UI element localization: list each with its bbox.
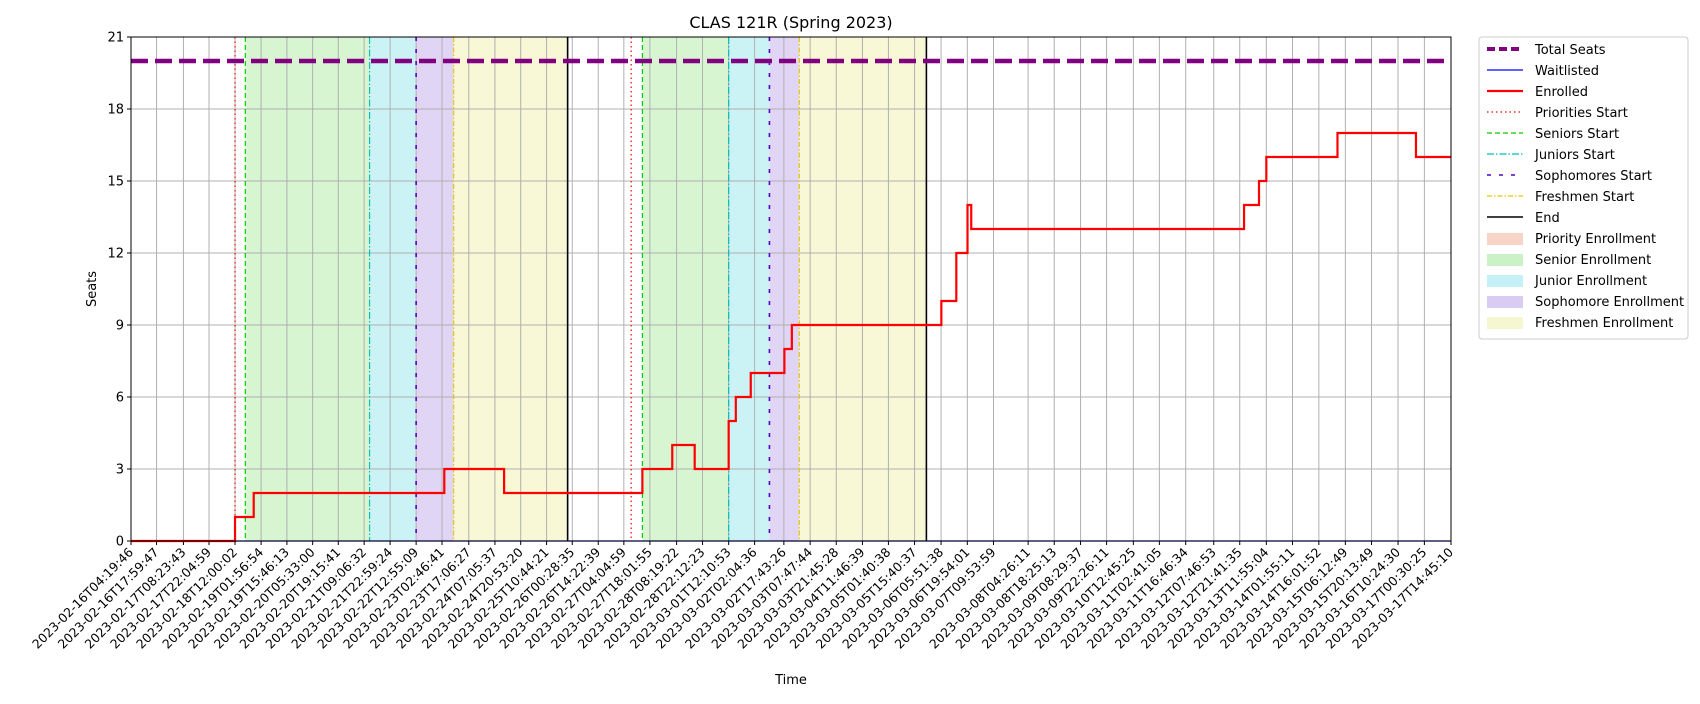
legend-label-sophomore-enrollment: Sophomore Enrollment [1535, 295, 1684, 310]
legend-item-sophomores-start: Sophomores Start [1487, 169, 1652, 184]
plot-frame [130, 36, 1452, 542]
junior-enrollment-fill-2 [728, 37, 770, 541]
legend-item-freshmen-start: Freshmen Start [1487, 190, 1634, 205]
legend-item-priority-enrollment: Priority Enrollment [1487, 232, 1656, 247]
legend-label-juniors-start: Juniors Start [1534, 148, 1615, 163]
legend-item-sophomore-enrollment: Sophomore Enrollment [1487, 295, 1684, 310]
period-marker-lines [234, 37, 928, 541]
legend-label-waitlisted: Waitlisted [1535, 64, 1599, 79]
legend-item-seniors-start: Seniors Start [1487, 127, 1619, 142]
legend-item-total-seats: Total Seats [1487, 43, 1606, 58]
legend-item-freshmen-enrollment: Freshmen Enrollment [1487, 316, 1673, 331]
freshmen-enrollment-fill-1 [453, 37, 568, 541]
sophomore-enrollment-fill-2 [769, 37, 800, 541]
y-tick-label: 6 [116, 391, 124, 406]
legend-label-freshmen-enrollment: Freshmen Enrollment [1535, 316, 1673, 331]
junior-enrollment-fill-1 [369, 37, 417, 541]
legend-label-total-seats: Total Seats [1534, 43, 1606, 58]
y-axis-label: Seats [85, 271, 100, 307]
legend-item-priorities-start: Priorities Start [1487, 106, 1628, 121]
legend-label-priority-enrollment: Priority Enrollment [1535, 232, 1656, 247]
y-tick-label: 21 [107, 31, 124, 46]
senior-enrollment-fill-2 [642, 37, 729, 541]
legend-swatch-freshmen-enrollment [1487, 317, 1523, 329]
legend-item-juniors-start: Juniors Start [1487, 148, 1615, 163]
enrolled-series-line [131, 131, 1451, 543]
y-tick-label: 18 [107, 103, 124, 118]
legend-label-enrolled: Enrolled [1535, 85, 1588, 100]
y-tick-label: 0 [116, 535, 124, 550]
legend-label-end: End [1535, 211, 1560, 226]
legend-swatch-sophomore-enrollment [1487, 296, 1523, 308]
legend-swatch-priority-enrollment [1487, 233, 1523, 245]
legend-label-sophomores-start: Sophomores Start [1535, 169, 1652, 184]
legend-box [1478, 36, 1689, 340]
legend-label-junior-enrollment: Junior Enrollment [1534, 274, 1647, 289]
senior-enrollment-fill-1 [245, 37, 370, 541]
y-tick-label: 12 [107, 247, 124, 262]
legend-label-priorities-start: Priorities Start [1535, 106, 1628, 121]
enrollment-period-fills [245, 37, 927, 541]
legend-item-waitlisted: Waitlisted [1487, 64, 1599, 79]
sophomore-enrollment-fill-1 [416, 37, 454, 541]
legend-swatch-senior-enrollment [1487, 254, 1523, 266]
legend-item-enrolled: Enrolled [1487, 85, 1588, 100]
legend-item-end: End [1487, 211, 1560, 226]
y-tick-label: 9 [116, 319, 124, 334]
x-axis-label: Time [774, 673, 807, 688]
legend-item-senior-enrollment: Senior Enrollment [1487, 253, 1651, 268]
chart-title: CLAS 121R (Spring 2023) [689, 13, 892, 32]
legend-item-junior-enrollment: Junior Enrollment [1487, 274, 1647, 289]
legend-label-seniors-start: Seniors Start [1535, 127, 1619, 142]
legend-swatch-junior-enrollment [1487, 275, 1523, 287]
legend-label-freshmen-start: Freshmen Start [1535, 190, 1634, 205]
y-tick-label: 15 [107, 175, 124, 190]
legend: Total Seats Waitlisted Enrolled Priorities … [1478, 36, 1689, 340]
legend-label-senior-enrollment: Senior Enrollment [1535, 253, 1651, 268]
y-tick-label: 3 [116, 463, 124, 478]
